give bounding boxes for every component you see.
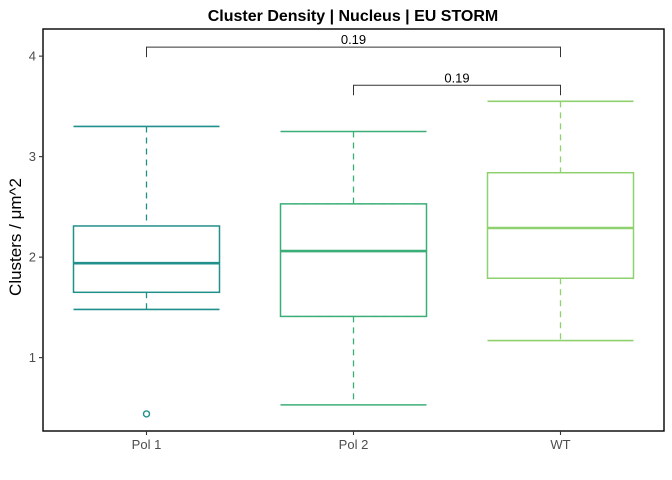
significance-bracket: [146, 46, 561, 58]
x-tick-label: Pol 2: [339, 437, 369, 452]
box-dashed-overlay: [73, 225, 220, 293]
chart-marks: 1 2 3 4 Pol 1 Pol 2 WT 0.19 0.19: [29, 32, 635, 452]
y-tick-label: 3: [29, 149, 36, 164]
significance-bracket: [353, 84, 561, 96]
chart-title: Cluster Density | Nucleus | EU STORM: [208, 8, 499, 25]
y-tick-label: 2: [29, 250, 36, 265]
outlier-point: [142, 410, 151, 418]
p-value-label: 0.19: [444, 70, 469, 85]
y-tick-label: 4: [29, 49, 36, 64]
p-value-label: 0.19: [341, 32, 366, 47]
y-tick-label: 1: [29, 350, 36, 365]
x-tick-label: Pol 1: [132, 437, 162, 452]
y-axis-label: Clusters / μm^2: [6, 178, 25, 296]
box-dashed-overlay: [487, 172, 634, 279]
box-dashed-overlay: [280, 203, 427, 317]
x-tick-label: WT: [550, 437, 570, 452]
